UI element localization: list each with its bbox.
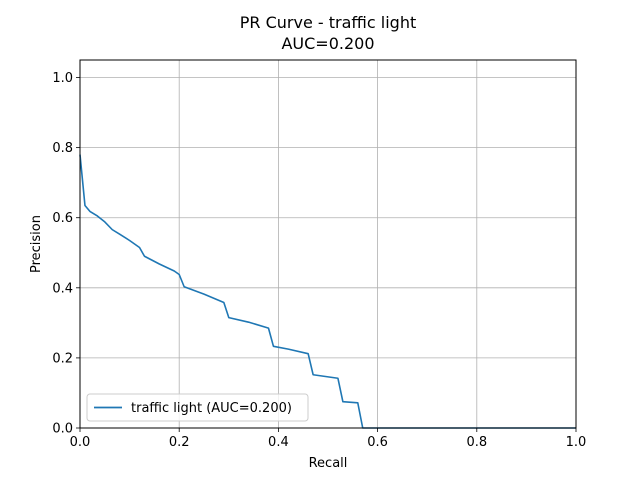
legend-entry-label: traffic light (AUC=0.200) [131,401,292,416]
y-axis-label: Precision [29,215,44,273]
x-axis-label: Recall [309,456,348,471]
y-tick-label: 0.4 [52,281,73,296]
chart-title: PR Curve - traffic light [240,13,416,32]
y-tick-label: 1.0 [52,71,73,86]
y-tick-label: 0.8 [52,141,73,156]
y-tick-label: 0.6 [52,211,73,226]
tick-layer: 0.0 0.2 0.4 0.6 0.8 1.0 0.0 0.2 0.4 0.6 0.8 1.0 [52,71,586,450]
y-tick-label: 0.0 [52,422,73,437]
grid-lines [79,60,577,429]
series-layer [79,154,576,429]
plot-frame [79,59,577,429]
x-tick-label: 0.4 [268,435,289,450]
x-tick-label: 1.0 [566,435,587,450]
chart-subtitle: AUC=0.200 [281,34,374,53]
x-tick-label: 0.6 [367,435,388,450]
series-line-0 [79,154,576,429]
legend-box [86,393,309,422]
y-tick-label: 0.2 [52,351,73,366]
x-tick-label: 0.8 [466,435,487,450]
x-tick-label: 0.0 [70,435,91,450]
legend: traffic light (AUC=0.200) [86,393,309,422]
x-tick-label: 0.2 [169,435,190,450]
